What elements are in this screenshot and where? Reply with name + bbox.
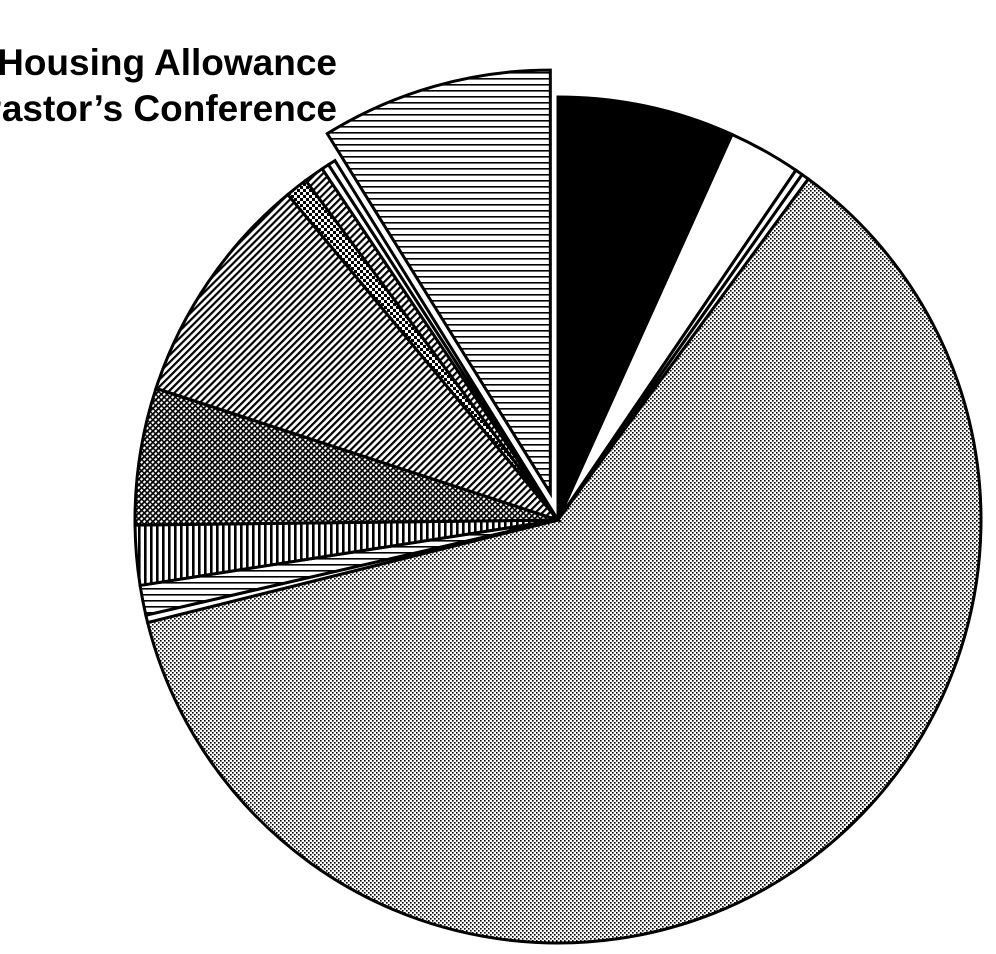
pie-slice-10 — [154, 192, 563, 524]
pie-slice-5 — [145, 176, 983, 945]
annotation-housing-allowance: Housing Allowance — [0, 42, 337, 83]
pie-slice-14 — [326, 158, 560, 521]
pie-slice-9 — [133, 386, 559, 527]
pie-slice-15 — [325, 68, 552, 499]
pie-slice-1 — [556, 95, 735, 521]
annotation-pastors-conference: Pastor’s Conference — [0, 88, 337, 129]
